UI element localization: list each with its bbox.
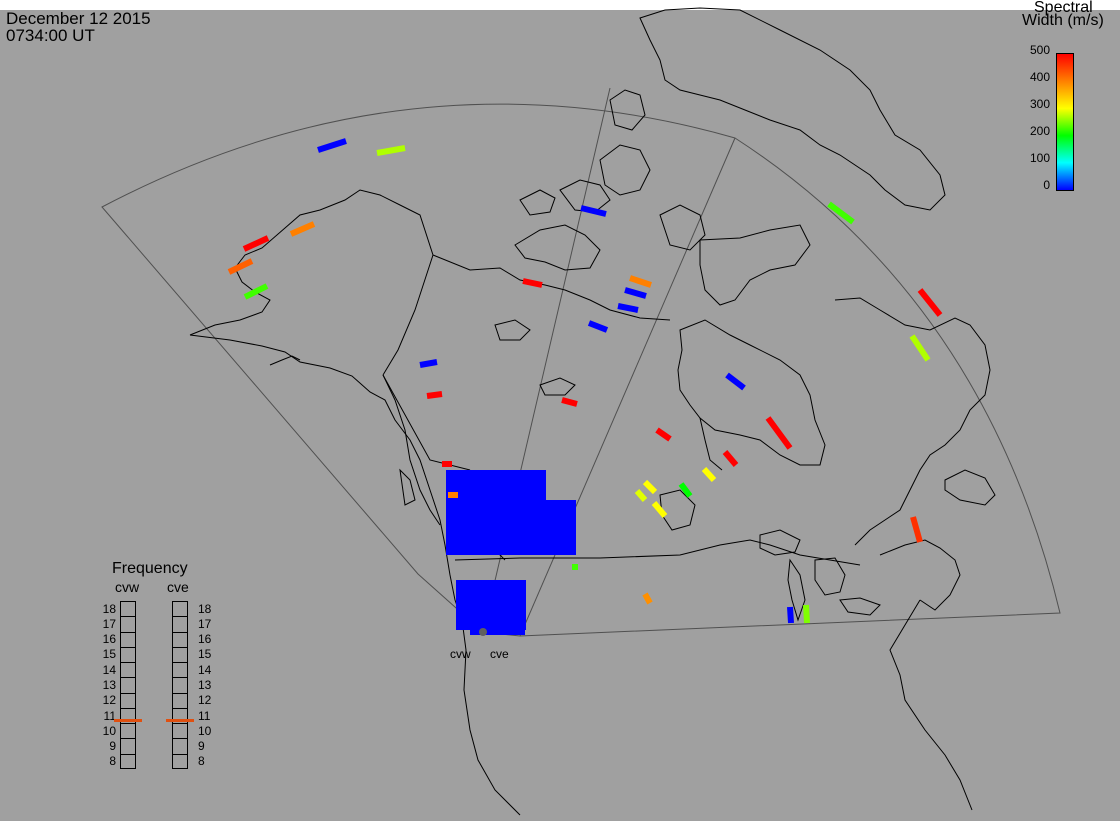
frequency-tick-label: 12 [102, 693, 116, 708]
frequency-grid-row [121, 753, 135, 755]
frequency-tick-label: 17 [198, 616, 212, 631]
frequency-tick-label: 16 [198, 632, 212, 647]
frequency-grid-row [121, 662, 135, 664]
frequency-tick-label: 15 [198, 647, 212, 662]
frequency-grid-row [173, 707, 187, 709]
frequency-tick-label: 10 [102, 723, 116, 738]
frequency-radar-label-cve: cve [167, 579, 189, 595]
top-strip [0, 0, 1120, 10]
frequency-grid-row [173, 677, 187, 679]
colorbar-title-line2: Width (m/s) [1022, 12, 1104, 29]
radar-fov-outline [101, 87, 1061, 637]
frequency-tick-label: 13 [102, 678, 116, 692]
frequency-tick-label: 8 [198, 754, 205, 769]
frequency-grid-row [173, 646, 187, 648]
frequency-radar-label-cvw: cvw [115, 579, 140, 595]
frequency-column-cvw [120, 601, 136, 769]
frequency-column-cve [172, 601, 188, 769]
spectral-width-colorbar [1056, 53, 1074, 191]
frequency-grid-row [173, 616, 187, 618]
frequency-marker-cvw [114, 719, 142, 723]
colorbar-title-line1: Spectral [1034, 0, 1093, 16]
colorbar-tick: 300 [1029, 97, 1050, 111]
frequency-grid-row [121, 646, 135, 648]
radar-scatter-cells [446, 470, 576, 635]
frequency-tick-label: 16 [102, 632, 116, 647]
frequency-marker-cve [166, 719, 194, 723]
colorbar-tick: 400 [1029, 70, 1050, 84]
radar-gates [227, 138, 943, 624]
site-label-cve: cve [490, 647, 509, 661]
frequency-tick-label: 18 [198, 601, 212, 616]
colorbar-tick: 0 [1043, 178, 1050, 192]
frequency-grid-row [173, 738, 187, 740]
coastlines [189, 7, 996, 816]
radar-site-marker [479, 628, 487, 636]
frequency-tick-label: 15 [102, 647, 116, 662]
frequency-tick-label: 9 [198, 739, 205, 754]
frequency-grid-row [121, 616, 135, 618]
frequency-grid-row [121, 707, 135, 709]
frequency-grid-row [173, 692, 187, 694]
date-label: December 12 2015 [6, 9, 151, 28]
colorbar-tick: 100 [1029, 151, 1050, 165]
frequency-grid-row [173, 662, 187, 664]
frequency-tick-label: 12 [198, 693, 212, 708]
frequency-grid-row [121, 738, 135, 740]
frequency-tick-label: 14 [198, 662, 212, 677]
frequency-tick-label: 8 [109, 754, 116, 769]
frequency-tick-label: 11 [103, 708, 116, 723]
colorbar-tick: 500 [1029, 43, 1050, 57]
colorbar-tick: 200 [1029, 124, 1050, 138]
frequency-tick-label: 11 [198, 708, 211, 723]
frequency-tick-label: 17 [102, 616, 116, 631]
frequency-tick-label: 13 [198, 678, 212, 692]
frequency-grid-row [173, 753, 187, 755]
frequency-grid-row [121, 631, 135, 633]
time-label: 0734:00 UT [6, 26, 95, 45]
frequency-tick-label: 10 [198, 723, 212, 738]
frequency-grid-row [121, 723, 135, 725]
frequency-tick-label: 18 [102, 601, 116, 616]
frequency-grid-row [173, 631, 187, 633]
frequency-title: Frequency [112, 560, 188, 577]
frequency-grid-row [121, 677, 135, 679]
frequency-grid-row [121, 692, 135, 694]
frequency-tick-label: 9 [109, 739, 116, 754]
frequency-tick-label: 14 [102, 662, 116, 677]
frequency-grid-row [173, 723, 187, 725]
site-label-cvw: cvw [450, 647, 471, 661]
